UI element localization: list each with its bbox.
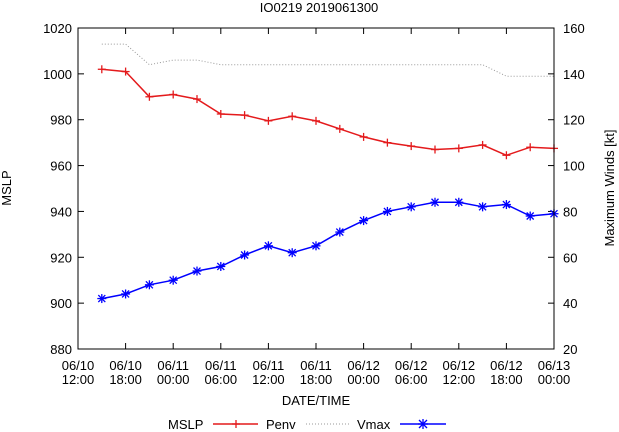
y-tick-label-left: 920 bbox=[50, 250, 72, 265]
data-point-penv bbox=[312, 117, 320, 125]
y-tick-label-right: 160 bbox=[563, 21, 585, 36]
y-tick-label-right: 140 bbox=[563, 67, 585, 82]
x-tick-label-time: 00:00 bbox=[538, 372, 571, 387]
x-tick-label-time: 06:00 bbox=[205, 372, 238, 387]
data-point-blue bbox=[335, 228, 344, 237]
data-point-blue bbox=[97, 294, 106, 303]
x-tick-label-date: 06/11 bbox=[157, 358, 189, 373]
series-line-vmax bbox=[102, 44, 554, 76]
data-point-blue bbox=[312, 241, 321, 250]
plot-frame bbox=[78, 28, 554, 349]
data-point-blue bbox=[169, 276, 178, 285]
data-point-penv bbox=[526, 143, 534, 151]
x-tick-label-date: 06/11 bbox=[205, 358, 237, 373]
x-tick-label-date: 06/10 bbox=[109, 358, 142, 373]
x-tick-label-time: 00:00 bbox=[347, 372, 380, 387]
x-tick-label-time: 18:00 bbox=[490, 372, 523, 387]
y-tick-label-right: 120 bbox=[563, 113, 585, 128]
data-point-blue bbox=[526, 212, 535, 221]
data-point-blue bbox=[240, 250, 249, 259]
data-point-penv bbox=[455, 144, 463, 152]
data-point-penv bbox=[169, 90, 177, 98]
y-tick-label-left: 1020 bbox=[43, 21, 72, 36]
data-point-penv bbox=[431, 146, 439, 154]
data-point-penv bbox=[360, 133, 368, 141]
data-point-blue bbox=[288, 248, 297, 257]
series-line-penv bbox=[102, 69, 554, 155]
x-tick-label-time: 12:00 bbox=[443, 372, 476, 387]
x-tick-label-time: 18:00 bbox=[109, 372, 142, 387]
data-point-blue bbox=[193, 267, 202, 276]
data-point-blue bbox=[145, 280, 154, 289]
x-tick-label-time: 12:00 bbox=[252, 372, 285, 387]
x-tick-label-time: 00:00 bbox=[157, 372, 190, 387]
data-point-penv bbox=[193, 95, 201, 103]
data-point-blue bbox=[359, 216, 368, 225]
legend: MSLP Penv Vmax bbox=[168, 417, 446, 432]
y-axis-label-left: MSLP bbox=[0, 170, 14, 205]
y-tick-label-left: 980 bbox=[50, 113, 72, 128]
y-tick-label-left: 880 bbox=[50, 342, 72, 357]
data-point-blue bbox=[431, 198, 440, 207]
x-tick-label-date: 06/12 bbox=[347, 358, 380, 373]
y-tick-label-right: 80 bbox=[563, 204, 577, 219]
y-tick-label-right: 20 bbox=[563, 342, 577, 357]
data-point-blue bbox=[216, 262, 225, 271]
data-point-penv bbox=[288, 112, 296, 120]
data-point-penv bbox=[217, 110, 225, 118]
legend-penv-label: Penv bbox=[266, 417, 296, 432]
y-tick-label-right: 60 bbox=[563, 250, 577, 265]
chart-title: IO0219 2019061300 bbox=[260, 0, 379, 15]
data-point-penv bbox=[336, 125, 344, 133]
y-axis-label-right: Maximum Winds [kt] bbox=[602, 129, 617, 246]
x-tick-label-time: 18:00 bbox=[300, 372, 333, 387]
data-point-penv bbox=[241, 111, 249, 119]
y-tick-label-right: 40 bbox=[563, 296, 577, 311]
legend-vmax-label: Vmax bbox=[357, 417, 391, 432]
y-tick-label-left: 1000 bbox=[43, 67, 72, 82]
x-axis-label: DATE/TIME bbox=[282, 393, 351, 408]
x-tick-label-date: 06/11 bbox=[300, 358, 332, 373]
data-point-penv bbox=[264, 117, 272, 125]
y-tick-label-left: 960 bbox=[50, 159, 72, 174]
x-tick-label-date: 06/11 bbox=[253, 358, 285, 373]
data-point-blue bbox=[454, 198, 463, 207]
data-point-blue bbox=[383, 207, 392, 216]
series-layer bbox=[97, 44, 558, 303]
y-tick-label-right: 100 bbox=[563, 159, 585, 174]
data-point-blue bbox=[121, 289, 130, 298]
x-tick-label-date: 06/13 bbox=[538, 358, 571, 373]
y-tick-label-left: 900 bbox=[50, 296, 72, 311]
series-line-blue bbox=[102, 202, 554, 298]
x-tick-label-time: 12:00 bbox=[62, 372, 95, 387]
data-point-penv bbox=[407, 142, 415, 150]
data-point-penv bbox=[502, 151, 510, 159]
legend-blue-marker bbox=[418, 419, 428, 429]
x-tick-label-date: 06/10 bbox=[62, 358, 95, 373]
x-tick-label-date: 06/12 bbox=[490, 358, 523, 373]
data-point-penv bbox=[98, 65, 106, 73]
y-tick-label-left: 940 bbox=[50, 204, 72, 219]
legend-penv-marker bbox=[232, 420, 240, 428]
data-point-blue bbox=[502, 200, 511, 209]
x-tick-label-date: 06/12 bbox=[395, 358, 428, 373]
data-point-blue bbox=[407, 202, 416, 211]
legend-title: MSLP bbox=[168, 417, 203, 432]
data-point-blue bbox=[264, 241, 273, 250]
data-point-penv bbox=[479, 141, 487, 149]
x-tick-label-date: 06/12 bbox=[443, 358, 476, 373]
data-point-blue bbox=[478, 202, 487, 211]
x-tick-label-time: 06:00 bbox=[395, 372, 428, 387]
data-point-penv bbox=[383, 139, 391, 147]
